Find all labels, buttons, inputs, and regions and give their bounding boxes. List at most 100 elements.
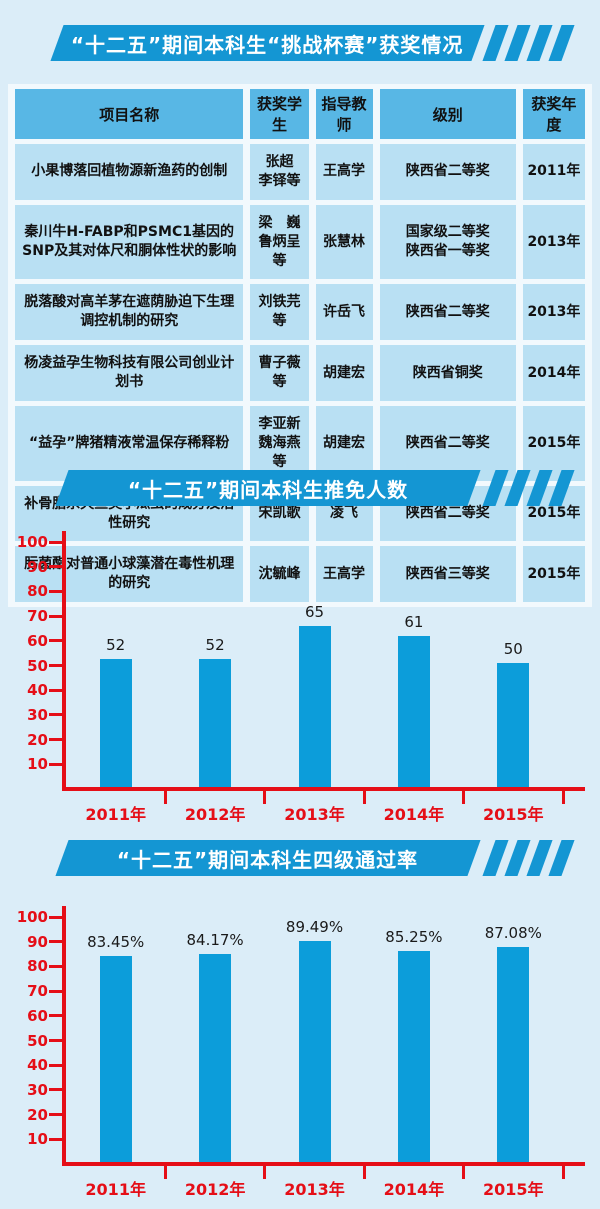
y-tick-label: 20 <box>27 730 48 749</box>
y-tick-mark <box>49 989 62 993</box>
bar-value-label: 85.25% <box>385 928 443 946</box>
header-year: 获奖年度 <box>522 89 585 139</box>
x-category-label: 2013年 <box>284 805 345 824</box>
slash-stripe-icon <box>482 470 509 506</box>
header-students: 获奖学生 <box>250 89 309 139</box>
banner-stripes <box>482 470 575 506</box>
cell-year: 2011年 <box>522 144 585 200</box>
bar-value-label: 52 <box>106 636 126 654</box>
x-tick-mark <box>163 1166 167 1179</box>
slash-stripe-icon <box>504 25 531 61</box>
y-tick-label: 50 <box>27 1031 48 1050</box>
bar-value-label: 84.17% <box>186 931 244 949</box>
x-tick-mark <box>561 1166 565 1179</box>
slash-stripe-icon <box>526 470 553 506</box>
table-row: “益孕”牌猪精液常温保存稀释粉 李亚新 魏海燕等 胡建宏 陕西省二等奖 2015年 <box>15 406 585 481</box>
y-tick-mark <box>49 1063 62 1067</box>
cell-students: 刘铁芫等 <box>250 284 309 341</box>
bar <box>100 659 132 787</box>
cet4-bar-chart: 10 20 30 40 50 60 70 80 90 100 83.45% 2011年 84.17% 20… <box>0 900 600 1200</box>
banner-stripes <box>482 840 575 876</box>
bar <box>299 941 331 1162</box>
x-category-label: 2012年 <box>184 1180 246 1199</box>
banner-ribbon: “十二五”期间本科生推免人数 <box>55 470 481 506</box>
cell-advisor: 胡建宏 <box>315 406 373 481</box>
x-tick-mark <box>263 791 267 804</box>
cell-students: 李亚新 魏海燕等 <box>250 406 309 481</box>
cell-year: 2015年 <box>522 546 585 603</box>
y-tick-label: 70 <box>27 982 48 1001</box>
x-tick-mark <box>561 791 565 804</box>
bar <box>199 659 231 787</box>
y-tick-mark <box>49 1113 62 1117</box>
awards-table: 项目名称 获奖学生 指导教师 级别 获奖年度 小果博落回植物源新渔药的创制 张超 … <box>8 84 592 608</box>
y-tick-mark <box>49 589 62 593</box>
slash-stripe-icon <box>548 470 575 506</box>
slash-stripe-icon <box>482 840 509 876</box>
y-tick-mark <box>49 1014 62 1018</box>
x-category-label: 2011年 <box>85 805 146 824</box>
x-tick-mark <box>462 1166 466 1179</box>
y-tick-mark <box>49 964 62 968</box>
x-tick-mark <box>263 1166 267 1179</box>
x-axis <box>62 787 585 791</box>
cell-advisor: 胡建宏 <box>315 345 373 402</box>
table-row: 肟菌酯对普通小球藻潜在毒性机理的研究 沈毓峰 王高学 陕西省三等奖 2015年 <box>15 546 585 603</box>
cell-level: 陕西省二等奖 <box>379 284 516 341</box>
header-row: 项目名称 获奖学生 指导教师 级别 获奖年度 <box>15 89 585 139</box>
bar <box>100 956 132 1162</box>
y-tick-label: 10 <box>27 755 48 774</box>
y-tick-label: 60 <box>27 631 48 650</box>
slash-stripe-icon <box>548 25 575 61</box>
cell-project: 小果博落回植物源新渔药的创制 <box>15 144 244 200</box>
y-tick-mark <box>49 915 62 919</box>
y-tick-label: 30 <box>27 1080 48 1099</box>
y-axis <box>62 906 66 1166</box>
table-row: 杨凌益孕生物科技有限公司创业计划书 曹子薇等 胡建宏 陕西省铜奖 2014年 <box>15 345 585 402</box>
x-tick-mark <box>362 1166 366 1179</box>
y-tick-mark <box>49 540 62 544</box>
bar-value-label: 83.45% <box>87 933 145 951</box>
bar <box>497 663 529 787</box>
header-advisor: 指导教师 <box>315 89 373 139</box>
x-category-label: 2013年 <box>284 1180 345 1199</box>
y-tick-label: 20 <box>27 1105 48 1124</box>
x-category-label: 2012年 <box>184 805 246 824</box>
x-tick-mark <box>163 791 167 804</box>
y-tick-mark <box>49 1088 62 1092</box>
y-tick-mark <box>49 614 62 618</box>
x-tick-mark <box>462 791 466 804</box>
banner-ribbon: “十二五”期间本科生“挑战杯赛”获奖情况 <box>50 25 485 61</box>
y-tick-mark <box>49 664 62 667</box>
y-tick-mark <box>49 713 62 717</box>
cell-advisor: 张慧林 <box>315 204 373 280</box>
y-tick-label: 60 <box>27 1006 48 1025</box>
awards-table-header: 项目名称 获奖学生 指导教师 级别 获奖年度 <box>15 89 585 139</box>
bar-value-label: 61 <box>404 613 424 631</box>
table-row: 脱落酸对高羊茅在遮荫胁迫下生理调控机制的研究 刘铁芫等 许岳飞 陕西省二等奖 2013年 <box>15 284 585 341</box>
x-category-label: 2011年 <box>85 1180 146 1199</box>
y-tick-mark <box>49 1039 62 1042</box>
x-category-label: 2015年 <box>483 1180 544 1199</box>
y-tick-label: 40 <box>27 1056 48 1075</box>
y-tick-label: 40 <box>27 681 48 700</box>
cell-advisor: 王高学 <box>315 144 373 200</box>
y-tick-label: 80 <box>27 582 48 601</box>
cell-project: 杨凌益孕生物科技有限公司创业计划书 <box>15 345 244 402</box>
slash-stripe-icon <box>482 25 509 61</box>
header-level: 级别 <box>379 89 516 139</box>
slash-stripe-icon <box>548 840 575 876</box>
cell-project: 肟菌酯对普通小球藻潜在毒性机理的研究 <box>15 546 244 603</box>
cell-advisor: 许岳飞 <box>315 284 373 341</box>
cell-level: 陕西省三等奖 <box>379 546 516 603</box>
y-tick-mark <box>49 1137 62 1141</box>
y-tick-label: 70 <box>27 607 48 626</box>
section-title: “十二五”期间本科生推免人数 <box>127 477 409 502</box>
bar-value-label: 87.08% <box>484 924 542 942</box>
bar <box>497 947 529 1162</box>
bar-value-label: 50 <box>503 640 523 658</box>
y-tick-label: 90 <box>27 557 48 576</box>
y-tick-mark <box>49 639 62 643</box>
bar-value-label: 89.49% <box>285 918 344 936</box>
header-project: 项目名称 <box>15 89 244 139</box>
